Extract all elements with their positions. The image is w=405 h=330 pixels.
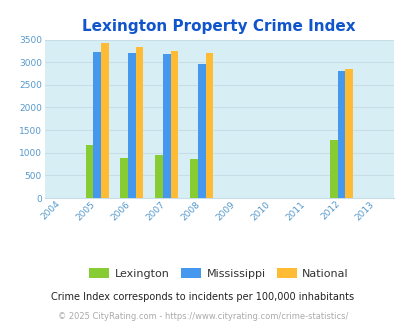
Bar xyxy=(128,53,135,198)
Text: Crime Index corresponds to incidents per 100,000 inhabitants: Crime Index corresponds to incidents per… xyxy=(51,292,354,302)
Bar xyxy=(85,145,93,198)
Bar xyxy=(93,52,100,198)
Bar xyxy=(100,43,108,198)
Bar xyxy=(190,159,198,198)
Bar xyxy=(170,51,178,198)
Bar xyxy=(337,71,344,198)
Bar xyxy=(163,54,170,198)
Bar xyxy=(198,64,205,198)
Bar xyxy=(135,47,143,198)
Bar xyxy=(155,154,163,198)
Bar xyxy=(205,53,213,198)
Text: © 2025 CityRating.com - https://www.cityrating.com/crime-statistics/: © 2025 CityRating.com - https://www.city… xyxy=(58,312,347,321)
Title: Lexington Property Crime Index: Lexington Property Crime Index xyxy=(82,19,355,34)
Legend: Lexington, Mississippi, National: Lexington, Mississippi, National xyxy=(85,264,353,283)
Bar xyxy=(120,158,128,198)
Bar xyxy=(329,140,337,198)
Bar xyxy=(344,69,352,198)
